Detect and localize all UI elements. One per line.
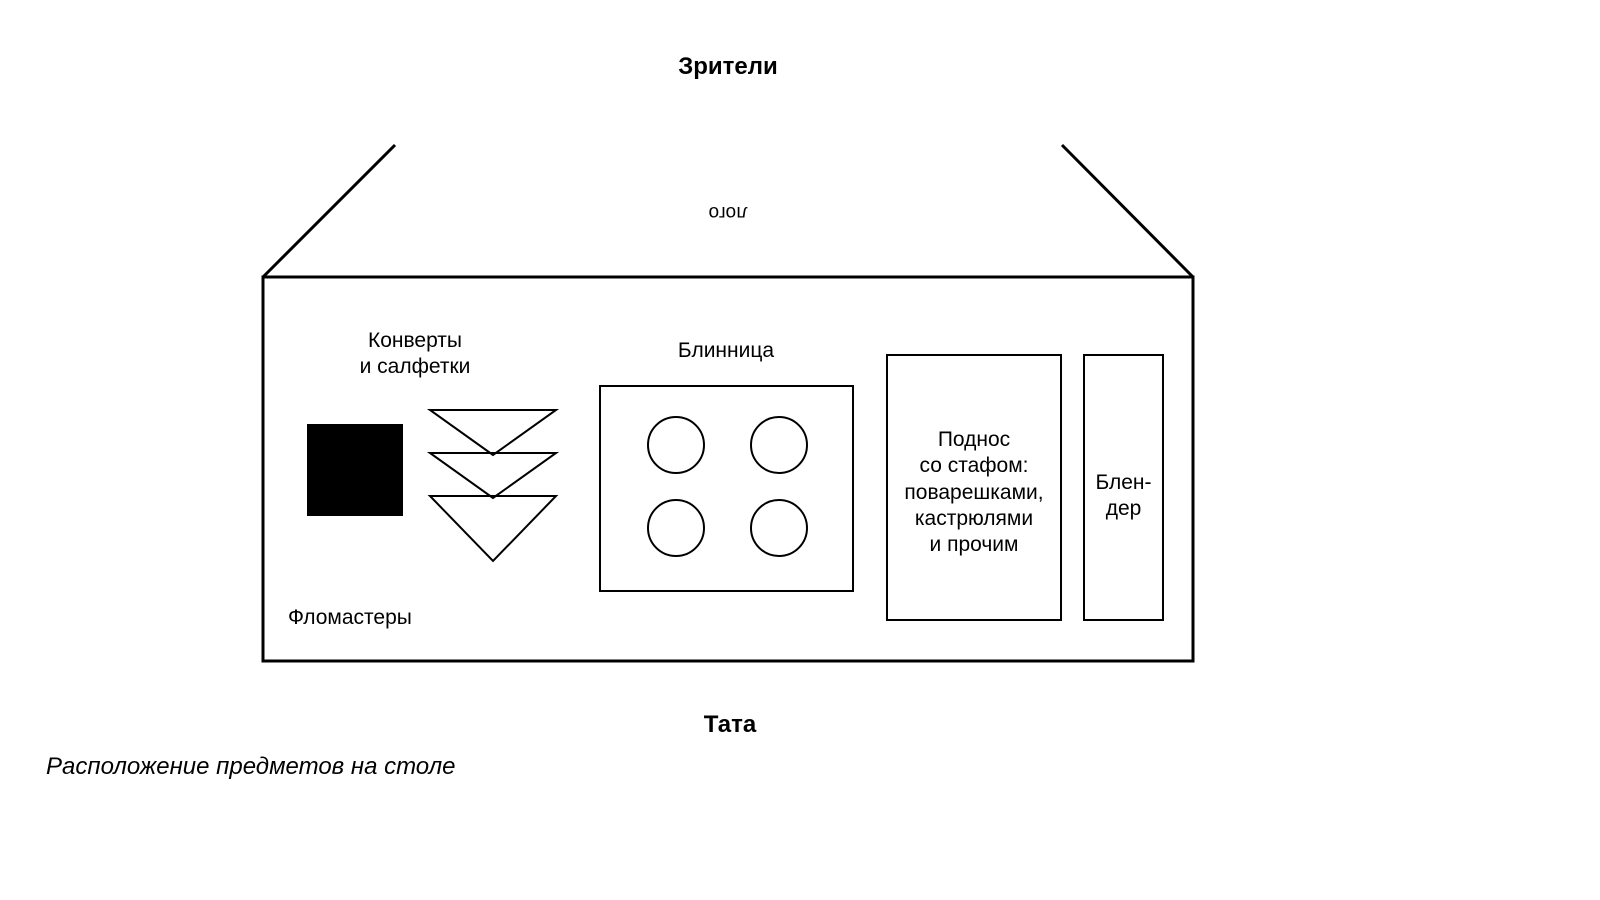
label-envelopes-napkins: Конверты и салфетки xyxy=(335,328,495,381)
label-tray-stuff: Поднос со стафом: поварешками, кастрюлям… xyxy=(893,427,1055,558)
label-tata-bottom: Тата xyxy=(700,710,760,740)
pancake-maker-outline xyxy=(600,386,853,591)
label-markers: Фломастеры xyxy=(288,605,438,631)
markers-black-square-icon xyxy=(307,424,403,516)
burner-circle-icon xyxy=(648,500,704,556)
caption: Расположение предметов на столе xyxy=(46,752,546,782)
roof-line-right xyxy=(1062,145,1193,277)
burner-circle-icon xyxy=(751,417,807,473)
roof-line-left xyxy=(263,145,395,277)
label-audience-top: Зрители xyxy=(678,52,778,82)
napkin-triangle-icon xyxy=(430,453,556,498)
burner-circle-icon xyxy=(648,417,704,473)
label-blender: Блен- дер xyxy=(1090,470,1157,523)
napkin-triangle-icon xyxy=(430,410,556,455)
label-logo-upside-down: лого xyxy=(698,200,758,224)
label-pancake-maker: Блинница xyxy=(666,338,786,364)
napkin-triangle-icon xyxy=(430,496,556,561)
burner-circle-icon xyxy=(751,500,807,556)
